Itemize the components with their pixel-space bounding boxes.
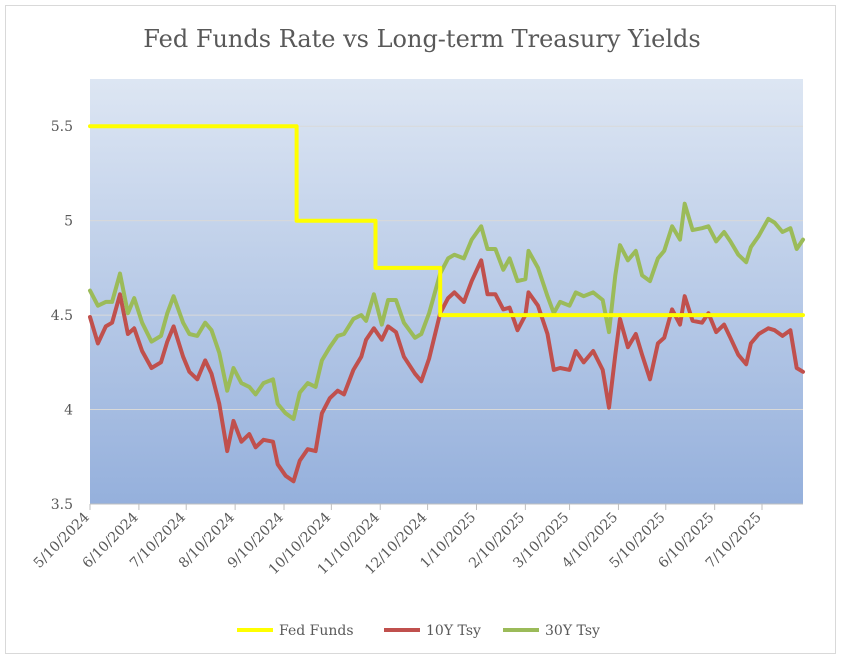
fed-funds-line (88, 124, 805, 318)
30y-tsy-line (88, 201, 805, 421)
series-group (88, 124, 805, 484)
chart-title: Fed Funds Rate vs Long-term Treasury Yie… (143, 25, 700, 53)
legend: Fed Funds 10Y Tsy 30Y Tsy (237, 623, 600, 639)
legend-label-30y: 30Y Tsy (545, 623, 600, 639)
y-tick-label: 4.5 (51, 308, 73, 324)
10y-tsy-line (88, 258, 805, 484)
y-tick-label: 5.5 (51, 119, 73, 135)
y-axis: 3.5 4 4.5 5 5.5 (51, 119, 73, 513)
legend-label-fed-funds: Fed Funds (279, 623, 354, 639)
x-axis: 5/10/20246/10/20247/10/20248/10/20249/10… (31, 503, 803, 578)
y-tick-label: 4 (64, 403, 73, 419)
legend-label-10y: 10Y Tsy (426, 623, 481, 639)
y-tick-label: 5 (64, 214, 73, 230)
y-tick-label: 3.5 (51, 497, 73, 513)
plot-area (90, 79, 803, 504)
